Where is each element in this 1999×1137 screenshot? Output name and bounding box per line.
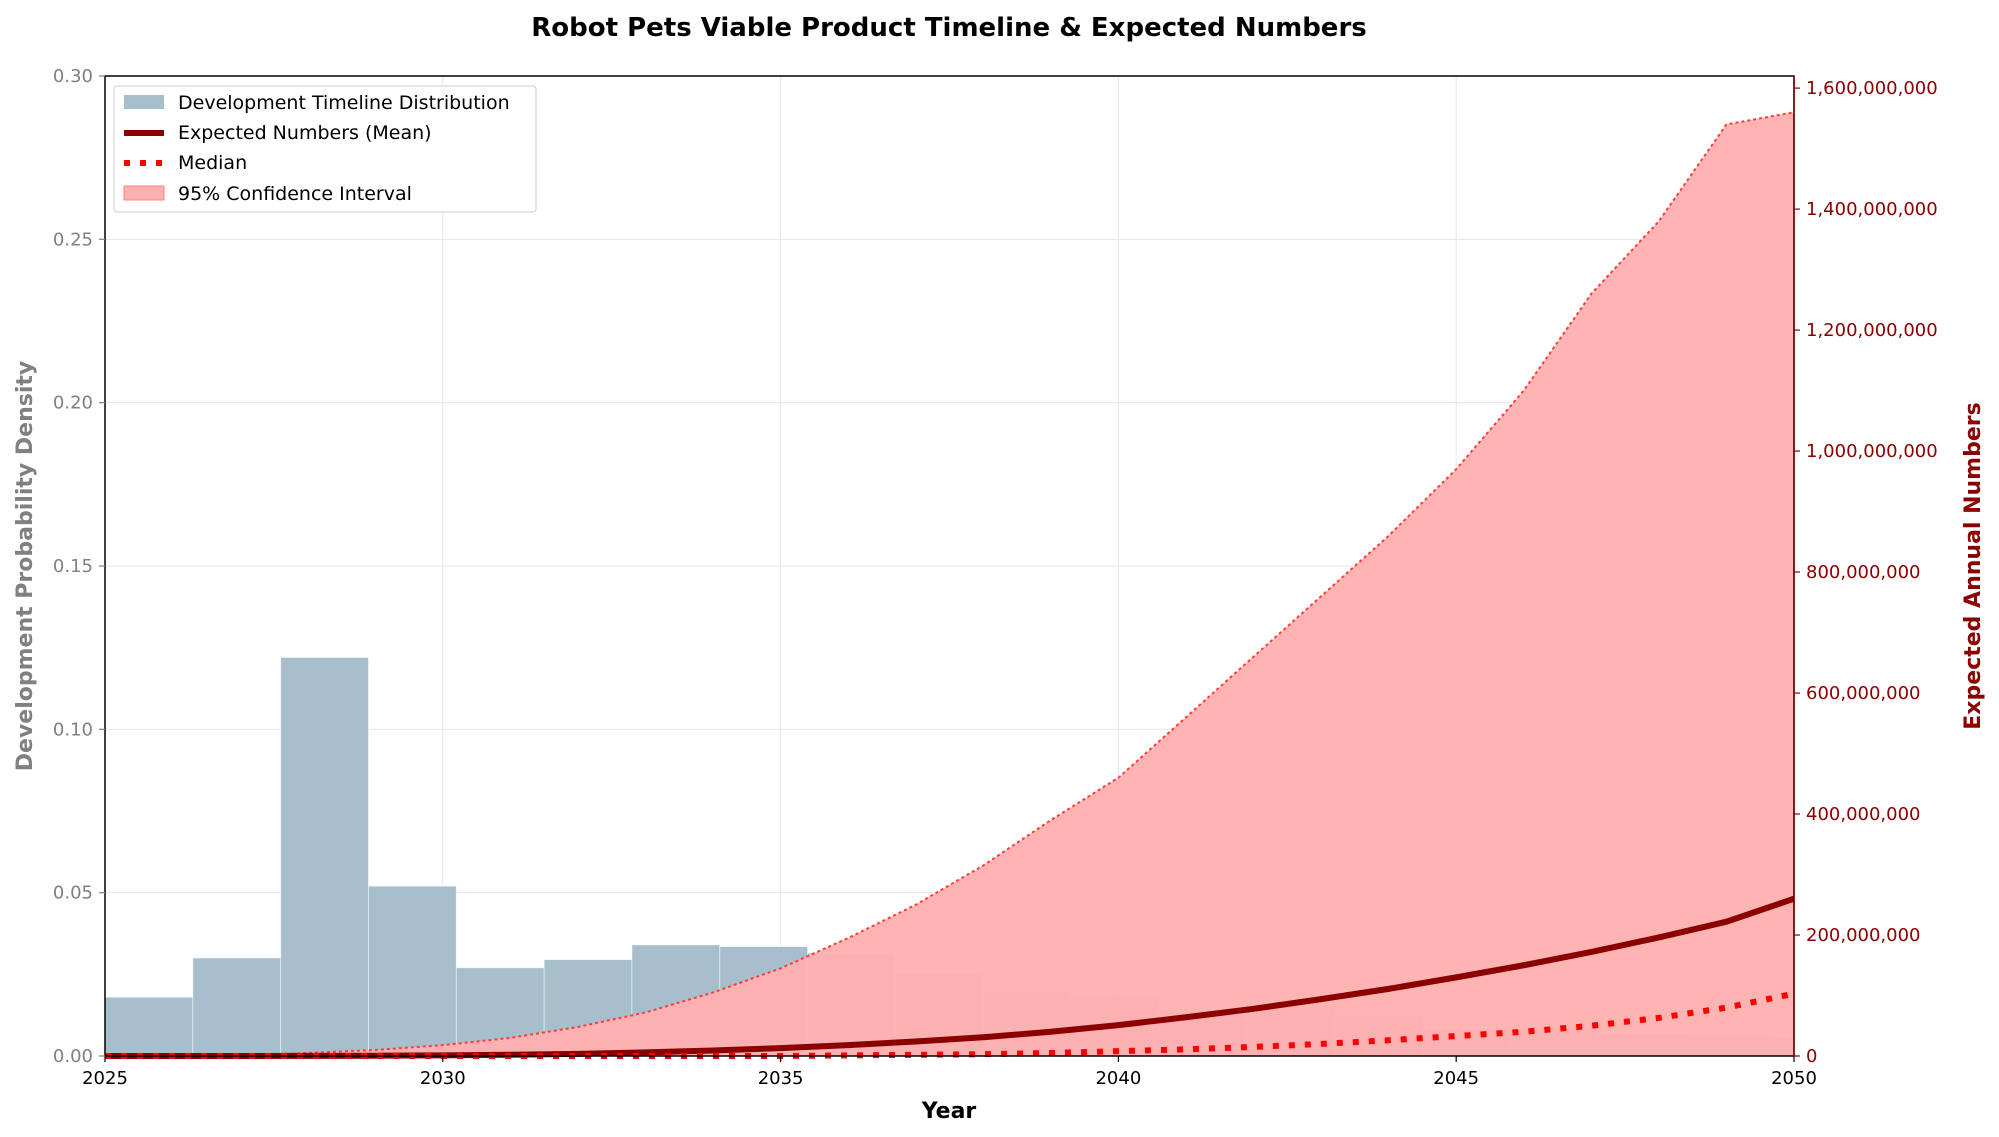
y-left-tick-label: 0.05 bbox=[53, 883, 93, 904]
x-tick-label: 2050 bbox=[1771, 1068, 1817, 1089]
x-axis-label: Year bbox=[921, 1099, 977, 1124]
x-tick-label: 2025 bbox=[82, 1068, 128, 1089]
y-right-tick-label: 600,000,000 bbox=[1806, 683, 1921, 704]
x-axis: 2025 2030 2035 2040 2045 2050 bbox=[82, 1056, 1817, 1089]
y-right-tick-label: 800,000,000 bbox=[1806, 562, 1921, 583]
y-left-tick-label: 0.25 bbox=[53, 229, 93, 250]
y-axis-left-label: Development Probability Density bbox=[13, 361, 38, 771]
x-tick-label: 2035 bbox=[758, 1068, 804, 1089]
y-left-tick-label: 0.20 bbox=[53, 393, 93, 414]
legend-swatch-histogram bbox=[124, 95, 164, 109]
y-right-tick-label: 400,000,000 bbox=[1806, 804, 1921, 825]
legend: Development Timeline Distribution Expect… bbox=[113, 85, 537, 213]
legend-label-mean: Expected Numbers (Mean) bbox=[178, 122, 432, 144]
y-right-tick-label: 200,000,000 bbox=[1806, 925, 1921, 946]
y-right-tick-label: 1,600,000,000 bbox=[1806, 78, 1938, 99]
legend-swatch-ci bbox=[123, 185, 165, 201]
y-right-tick-label: 1,000,000,000 bbox=[1806, 441, 1938, 462]
y-left-tick-label: 0.15 bbox=[53, 556, 93, 577]
chart-title: Robot Pets Viable Product Timeline & Exp… bbox=[531, 13, 1367, 43]
y-left-tick-label: 0.30 bbox=[53, 66, 93, 87]
y-axis-right-label: Expected Annual Numbers bbox=[1961, 402, 1986, 729]
x-tick-label: 2030 bbox=[420, 1068, 466, 1089]
y-left-tick-label: 0.00 bbox=[53, 1046, 93, 1067]
y-right-tick-label: 1,400,000,000 bbox=[1806, 199, 1938, 220]
x-tick-label: 2045 bbox=[1433, 1068, 1479, 1089]
y-right-tick-label: 0 bbox=[1806, 1046, 1817, 1067]
y-right-tick-label: 1,200,000,000 bbox=[1806, 320, 1938, 341]
histogram-bar bbox=[104, 996, 194, 1057]
median-series-line bbox=[105, 990, 1795, 1059]
confidence-interval-area bbox=[105, 112, 1794, 1057]
legend-label-median: Median bbox=[178, 152, 247, 174]
histogram-bar bbox=[280, 657, 369, 1057]
legend-label-histogram: Development Timeline Distribution bbox=[178, 92, 510, 114]
y-axis-left: 0.00 0.05 0.10 0.15 0.20 0.25 0.30 bbox=[53, 66, 105, 1067]
y-axis-right: 0 200,000,000 400,000,000 600,000,000 800,00… bbox=[1793, 76, 1938, 1067]
x-tick-label: 2040 bbox=[1095, 1068, 1141, 1089]
y-left-tick-label: 0.10 bbox=[53, 719, 93, 740]
histogram-bar bbox=[192, 957, 282, 1057]
legend-label-ci: 95% Confidence Interval bbox=[178, 183, 412, 205]
histogram-bar bbox=[368, 885, 457, 1057]
